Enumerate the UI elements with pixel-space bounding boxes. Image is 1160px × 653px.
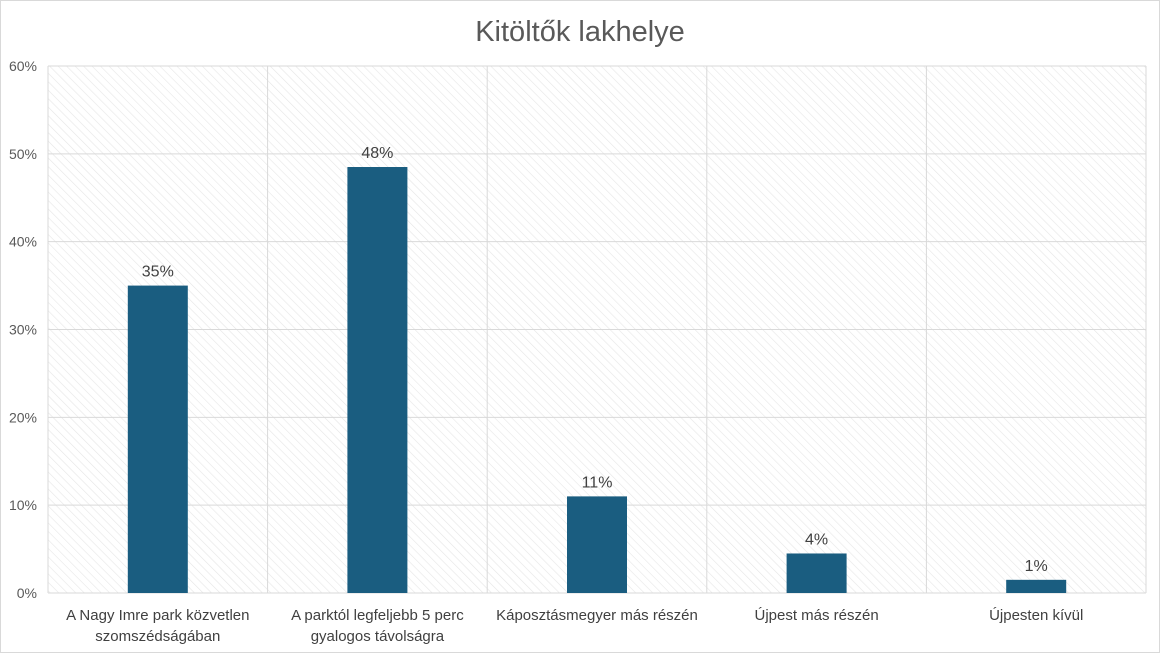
y-axis-tick-labels: 0% 10% 20% 30% 40% 50% 60% — [9, 58, 37, 601]
data-label: 4% — [805, 531, 828, 548]
data-label: 35% — [142, 264, 174, 281]
x-axis-tick-labels: A Nagy Imre park közvetlen szomszédságába… — [66, 607, 1083, 645]
y-tick-label: 0% — [17, 585, 37, 601]
x-tick-label: Káposztásmegyer más részén — [496, 607, 698, 624]
y-tick-label: 40% — [9, 234, 37, 250]
y-tick-label: 30% — [9, 322, 37, 338]
y-tick-label: 10% — [9, 497, 37, 513]
bar — [567, 496, 627, 593]
y-tick-label: 60% — [9, 58, 37, 74]
x-tick-label: Újpesten kívül — [989, 607, 1083, 624]
x-tick-label: Újpest más részén — [754, 607, 878, 624]
gridlines — [47, 65, 1147, 594]
data-label: 48% — [361, 145, 393, 162]
data-label: 1% — [1025, 558, 1048, 575]
bar — [127, 285, 188, 593]
y-tick-label: 50% — [9, 146, 37, 162]
bar — [786, 553, 847, 593]
x-tick-label: A parktól legfeljebb 5 perc gyalogos távo… — [291, 607, 464, 645]
x-tick-label: A Nagy Imre park közvetlen szomszédságába… — [66, 607, 249, 645]
chart-title: Kitöltők lakhelye — [475, 16, 685, 48]
data-label: 11% — [582, 474, 613, 491]
y-tick-label: 20% — [9, 409, 37, 425]
data-labels: 35% 48% 11% 4% 1% — [142, 145, 1048, 575]
bar — [347, 167, 408, 593]
bars — [127, 167, 1067, 593]
bar — [1006, 579, 1067, 593]
